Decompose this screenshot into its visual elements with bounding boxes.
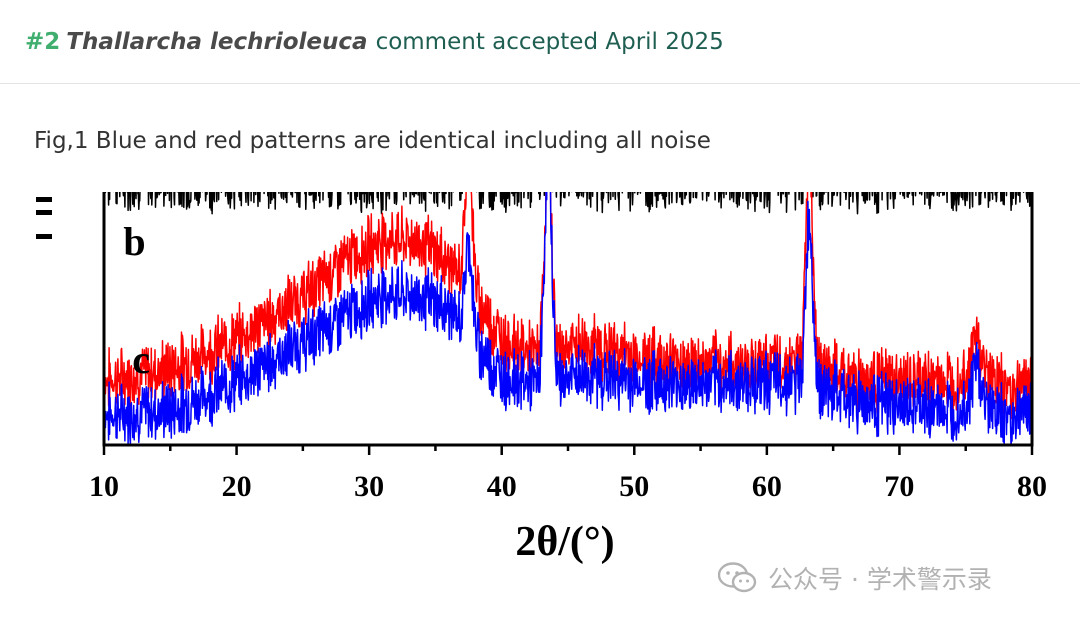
x-tick-label: 40 [487,470,517,503]
watermark: 公众号 · 学术警示录 [718,558,992,598]
series-line-2 [104,192,1032,445]
x-tick-label: 50 [619,470,649,503]
cropped-label-fragment [36,210,52,215]
species-name[interactable]: Thallarcha lechrioleuca [66,28,368,55]
comment-number: #2 [25,28,61,55]
wechat-icon [718,562,757,593]
x-tick-label: 30 [354,470,384,503]
cropped-label-fragment [36,234,52,239]
x-tick-label: 60 [752,470,782,503]
comment-header: #2 Thallarcha lechrioleuca comment accep… [0,0,1080,84]
series-line-0 [104,192,1032,215]
x-tick-label: 10 [89,470,119,503]
x-tick-label: 80 [1017,470,1047,503]
series-line-1 [104,192,1032,420]
x-tick-label: 70 [884,470,914,503]
curve-label-b: b [123,219,145,264]
cropped-label-fragment [36,197,52,202]
comment-status: comment accepted April 2025 [375,28,724,55]
watermark-text: 公众号 · 学术警示录 [768,565,992,594]
x-tick-label: 20 [222,470,252,503]
curve-label-c: c [132,337,150,382]
figure-caption: Fig,1 Blue and red patterns are identica… [34,128,711,154]
x-axis-label: 2θ/(°) [515,519,614,565]
